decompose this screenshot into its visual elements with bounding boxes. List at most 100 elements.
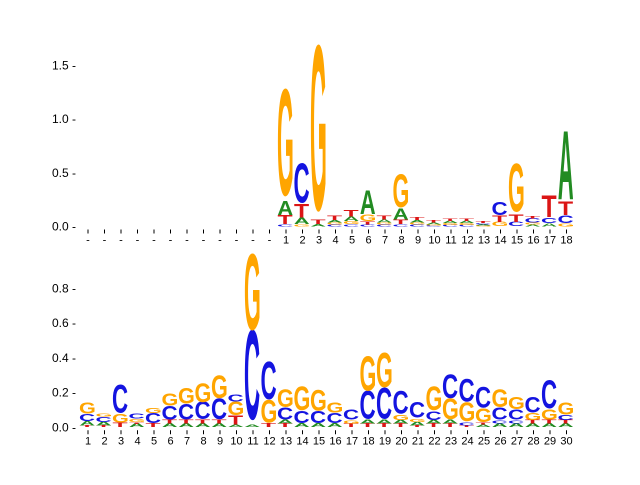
- svg-text:0.2 -: 0.2 -: [52, 386, 76, 400]
- svg-text:30: 30: [560, 435, 572, 447]
- svg-text:-: -: [136, 235, 140, 247]
- svg-text:G: G: [96, 413, 113, 418]
- svg-text:G: G: [558, 399, 575, 418]
- svg-text:G: G: [508, 394, 525, 413]
- svg-text:G: G: [426, 380, 443, 418]
- svg-text:C: C: [409, 398, 425, 423]
- svg-text:18: 18: [362, 435, 374, 447]
- svg-text:5: 5: [349, 235, 355, 247]
- svg-text:16: 16: [329, 435, 341, 447]
- svg-text:13: 13: [478, 235, 490, 247]
- svg-text:10: 10: [230, 435, 242, 447]
- svg-text:G: G: [310, 385, 327, 417]
- svg-text:T: T: [410, 216, 425, 221]
- svg-text:0.8 -: 0.8 -: [52, 281, 76, 295]
- svg-text:19: 19: [379, 435, 391, 447]
- svg-text:20: 20: [395, 435, 407, 447]
- svg-text:C: C: [112, 377, 128, 421]
- svg-text:23: 23: [445, 435, 457, 447]
- svg-text:C: C: [475, 381, 491, 415]
- svg-text:-: -: [86, 235, 90, 247]
- svg-text:25: 25: [478, 435, 490, 447]
- svg-text:7: 7: [184, 435, 190, 447]
- svg-text:C: C: [524, 392, 540, 417]
- svg-text:-: -: [103, 235, 107, 247]
- svg-text:8: 8: [398, 235, 404, 247]
- svg-text:7: 7: [382, 235, 388, 247]
- svg-text:A: A: [558, 111, 574, 221]
- svg-text:29: 29: [544, 435, 556, 447]
- svg-text:15: 15: [511, 235, 523, 247]
- svg-text:1.0 -: 1.0 -: [52, 112, 76, 126]
- svg-text:G: G: [244, 231, 261, 353]
- svg-text:27: 27: [511, 435, 523, 447]
- svg-text:17: 17: [544, 235, 556, 247]
- svg-text:G: G: [211, 369, 228, 405]
- svg-text:C: C: [128, 412, 144, 420]
- svg-text:2: 2: [299, 235, 305, 247]
- svg-text:12: 12: [263, 435, 275, 447]
- svg-text:G: G: [360, 348, 377, 402]
- svg-text:21: 21: [412, 435, 424, 447]
- svg-text:G: G: [145, 407, 162, 415]
- svg-text:C: C: [293, 152, 309, 215]
- svg-text:-: -: [218, 235, 222, 247]
- svg-text:15: 15: [313, 435, 325, 447]
- svg-text:12: 12: [461, 235, 473, 247]
- svg-text:18: 18: [560, 235, 572, 247]
- svg-text:G: G: [393, 165, 410, 218]
- svg-text:1.5 -: 1.5 -: [52, 58, 76, 72]
- svg-text:C: C: [260, 350, 276, 410]
- svg-text:G: G: [310, 0, 327, 260]
- svg-text:0.5 -: 0.5 -: [52, 166, 76, 180]
- svg-text:0.6 -: 0.6 -: [52, 316, 76, 330]
- svg-text:8: 8: [200, 435, 206, 447]
- svg-text:G: G: [376, 344, 393, 398]
- svg-text:-: -: [268, 235, 272, 247]
- svg-text:G: G: [327, 399, 344, 416]
- svg-text:-: -: [119, 235, 123, 247]
- svg-text:G: G: [162, 391, 179, 410]
- svg-text:14: 14: [296, 435, 308, 447]
- svg-text:9: 9: [217, 435, 223, 447]
- svg-text:11: 11: [445, 235, 456, 247]
- svg-text:G: G: [178, 383, 195, 408]
- svg-text:T: T: [542, 189, 558, 225]
- svg-text:C: C: [541, 372, 557, 416]
- svg-text:5: 5: [151, 435, 157, 447]
- svg-text:T: T: [327, 214, 342, 221]
- svg-text:28: 28: [527, 435, 539, 447]
- svg-text:C: C: [392, 385, 408, 421]
- svg-text:T: T: [426, 220, 441, 224]
- svg-text:-: -: [185, 235, 189, 247]
- svg-text:4: 4: [332, 235, 338, 247]
- svg-text:-: -: [202, 235, 206, 247]
- svg-text:9: 9: [415, 235, 421, 247]
- svg-text:C: C: [491, 200, 507, 220]
- svg-text:T: T: [459, 218, 474, 222]
- svg-text:G: G: [195, 379, 212, 409]
- svg-text:C: C: [227, 393, 243, 404]
- svg-text:6: 6: [167, 435, 173, 447]
- svg-text:-: -: [152, 235, 156, 247]
- svg-text:16: 16: [527, 235, 539, 247]
- svg-text:G: G: [492, 385, 509, 413]
- svg-text:T: T: [344, 208, 360, 219]
- svg-text:22: 22: [428, 435, 440, 447]
- svg-text:0.0 -: 0.0 -: [52, 220, 76, 234]
- svg-text:T: T: [377, 214, 392, 220]
- svg-text:G: G: [277, 58, 294, 229]
- svg-text:C: C: [442, 368, 458, 406]
- svg-text:G: G: [508, 150, 525, 227]
- svg-text:6: 6: [365, 235, 371, 247]
- svg-text:17: 17: [346, 435, 358, 447]
- svg-text:T: T: [476, 221, 491, 224]
- svg-text:G: G: [277, 385, 294, 413]
- svg-text:A: A: [360, 184, 376, 222]
- svg-text:13: 13: [280, 435, 292, 447]
- svg-text:2: 2: [101, 435, 107, 447]
- svg-text:T: T: [525, 215, 540, 219]
- svg-text:G: G: [79, 400, 96, 418]
- svg-text:26: 26: [494, 435, 506, 447]
- svg-text:14: 14: [494, 235, 506, 247]
